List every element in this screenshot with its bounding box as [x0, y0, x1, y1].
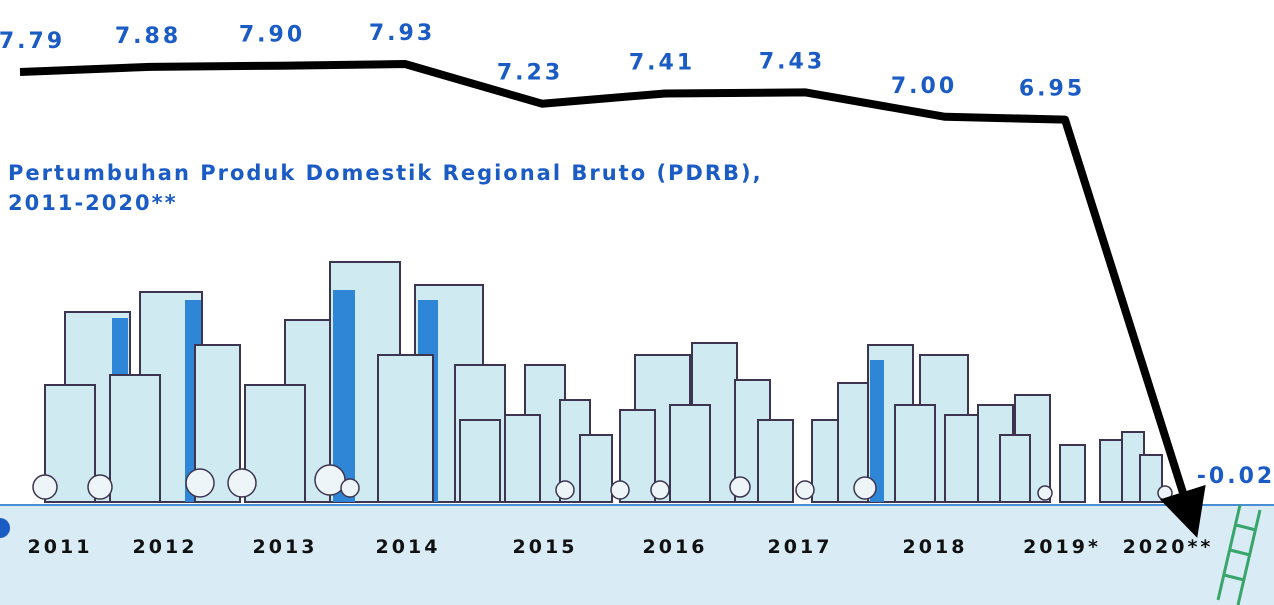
- x-tick-label: 2017: [768, 536, 833, 558]
- value-label: 7.00: [891, 74, 957, 99]
- value-label: 7.43: [759, 49, 825, 74]
- chart-title: 2011-2020**: [8, 191, 178, 215]
- x-tick-label: 2011: [28, 536, 93, 558]
- x-tick-label: 2013: [253, 536, 318, 558]
- value-label: 7.79: [0, 29, 65, 54]
- x-tick-label: 2015: [513, 536, 578, 558]
- x-tick-label: 2020**: [1123, 536, 1214, 558]
- value-label: 7.88: [115, 24, 181, 49]
- x-tick-label: 2012: [133, 536, 198, 558]
- city: [32, 261, 1173, 503]
- value-label: 7.90: [239, 23, 305, 48]
- value-label: -0.02: [1197, 464, 1274, 489]
- chart-title: Pertumbuhan Produk Domestik Regional Bru…: [8, 161, 763, 185]
- value-label: 7.23: [497, 61, 563, 86]
- x-tick-label: 2016: [643, 536, 708, 558]
- value-label: 7.93: [369, 21, 435, 46]
- x-tick-label: 2014: [376, 536, 441, 558]
- value-label: 7.41: [629, 50, 695, 75]
- value-label: 6.95: [1019, 77, 1085, 102]
- dot: [0, 518, 10, 538]
- x-tick-label: 2019*: [1023, 536, 1101, 558]
- ground: [0, 505, 1274, 605]
- line: [19, 60, 1206, 538]
- ladder: [1216, 504, 1262, 605]
- x-tick-label: 2018: [903, 536, 968, 558]
